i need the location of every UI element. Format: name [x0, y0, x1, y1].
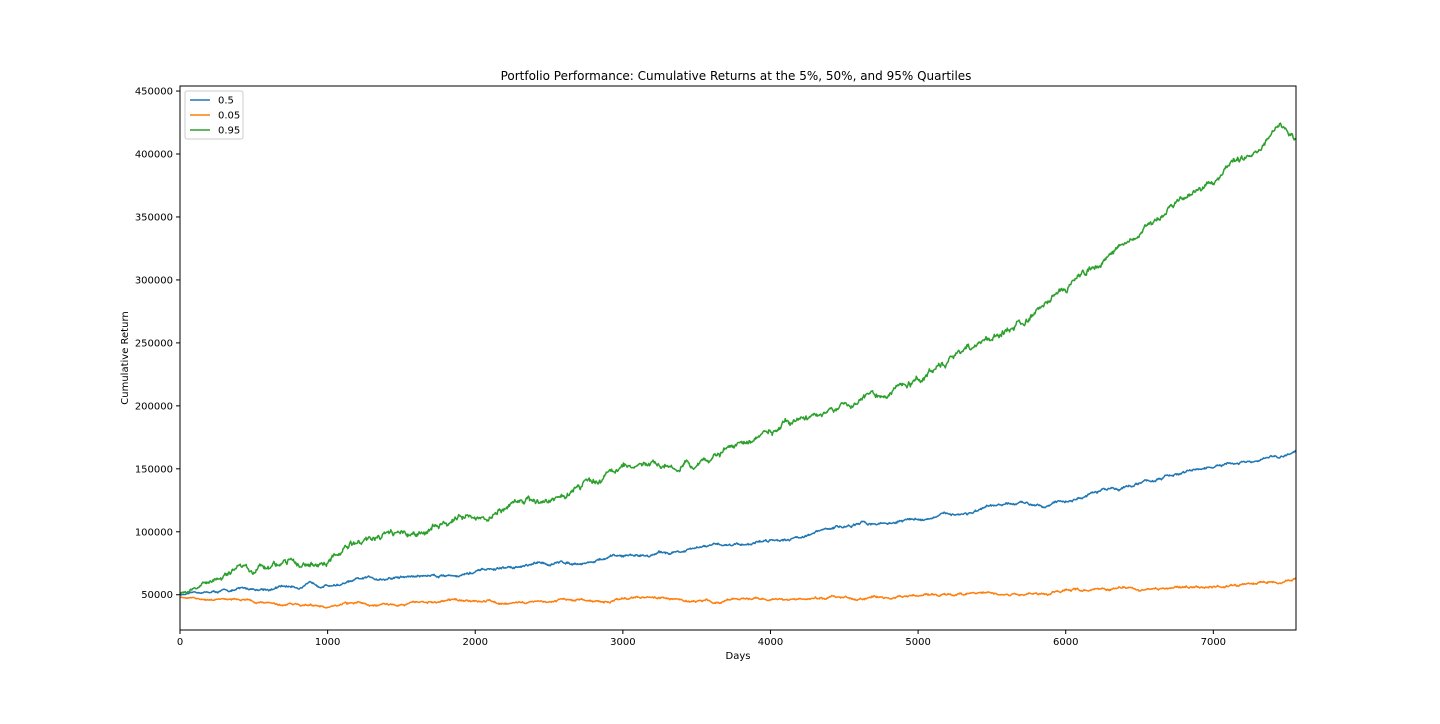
chart-title: Portfolio Performance: Cumulative Return… [501, 69, 972, 83]
x-tick-label: 6000 [1053, 637, 1078, 648]
y-tick-label: 150000 [135, 464, 173, 475]
x-tick-label: 0 [177, 637, 183, 648]
y-tick-label: 350000 [135, 212, 173, 223]
legend: 0.5 0.05 0.95 [184, 90, 244, 140]
y-axis-label: Cumulative Return [120, 311, 131, 404]
series-line-1 [179, 449, 1297, 596]
x-tick-label: 1000 [315, 637, 340, 648]
legend-box [184, 90, 244, 140]
y-tick-label: 300000 [135, 275, 173, 286]
y-tick-label: 250000 [135, 338, 173, 349]
x-axis: 0 1000 2000 3000 4000 5000 6000 7000 [177, 630, 1226, 648]
y-tick-label: 400000 [135, 150, 173, 161]
x-tick-label: 5000 [905, 637, 930, 648]
x-axis-label: Days [726, 651, 751, 662]
series-line-2 [179, 577, 1297, 609]
y-tick-label: 200000 [135, 401, 173, 412]
y-axis: 50000 100000 150000 200000 250000 300000 35000… [135, 87, 180, 601]
y-tick-label: 100000 [135, 527, 173, 538]
x-tick-label: 2000 [463, 637, 488, 648]
legend-label: 0.05 [218, 111, 240, 122]
y-tick-label: 50000 [141, 590, 173, 601]
plot-lines [179, 122, 1297, 609]
y-tick-label: 450000 [135, 87, 173, 98]
legend-label: 0.95 [218, 126, 240, 137]
x-tick-label: 4000 [758, 637, 783, 648]
x-tick-label: 7000 [1201, 637, 1226, 648]
legend-label: 0.5 [218, 96, 234, 107]
x-tick-label: 3000 [610, 637, 635, 648]
legend-items: 0.5 0.05 0.95 [190, 96, 240, 137]
plot-frame [179, 85, 1297, 631]
series-line-3 [179, 122, 1297, 595]
